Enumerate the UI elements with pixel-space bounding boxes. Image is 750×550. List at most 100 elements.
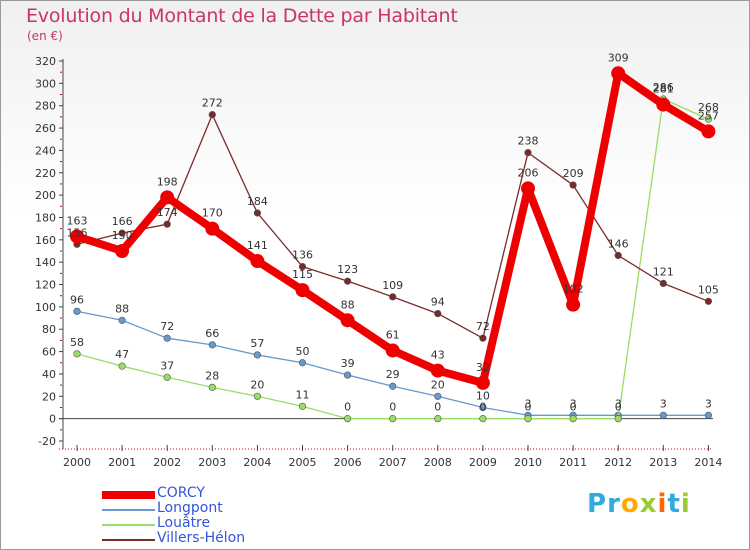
y-tick-label: 60: [42, 346, 56, 359]
data-label-corcy: 102: [563, 283, 584, 296]
data-point-villers-helon: [479, 334, 487, 342]
data-point-villers-helon: [614, 251, 622, 260]
data-point-corcy: [656, 97, 671, 112]
data-label-longpont: 3: [615, 397, 622, 410]
y-tick-label: -20: [38, 435, 56, 448]
x-tick-label: 2000: [63, 456, 91, 469]
data-point-corcy: [340, 313, 355, 328]
legend-swatch-villers-helon: [102, 539, 155, 541]
data-label-villers-helon: 146: [608, 237, 629, 250]
data-point-louatre: [569, 415, 577, 423]
data-point-corcy: [611, 66, 626, 81]
data-point-louatre: [163, 373, 171, 381]
y-tick-label: 40: [42, 368, 56, 381]
series-line-villers-helon: [76, 113, 710, 339]
data-point-longpont: [479, 403, 487, 412]
data-point-longpont: [298, 359, 307, 367]
data-label-villers-helon: 94: [431, 296, 445, 309]
data-point-louatre: [704, 115, 713, 123]
data-point-louatre: [298, 402, 307, 410]
data-point-longpont: [73, 307, 81, 315]
data-point-corcy: [475, 375, 490, 390]
y-tick-label: 320: [35, 55, 56, 68]
data-point-louatre: [253, 392, 261, 400]
data-point-corcy: [566, 297, 581, 312]
data-label-corcy: 141: [247, 239, 268, 252]
y-tick-label: 140: [35, 256, 56, 269]
data-point-corcy: [295, 283, 310, 298]
data-label-villers-helon: 72: [476, 320, 490, 333]
y-tick-label: 240: [35, 144, 56, 157]
data-point-villers-helon: [704, 297, 713, 305]
data-point-corcy: [701, 124, 716, 139]
proxiti-logo: Proxiti: [587, 489, 691, 519]
data-label-louatre: 0: [525, 401, 532, 414]
data-label-longpont: 72: [160, 320, 174, 333]
data-label-corcy: 61: [386, 328, 400, 341]
data-point-villers-helon: [524, 149, 532, 157]
data-label-corcy: 309: [608, 51, 629, 64]
data-point-corcy: [70, 229, 84, 244]
data-point-longpont: [163, 334, 171, 342]
data-label-corcy: 170: [202, 207, 223, 220]
x-tick-label: 2009: [469, 456, 497, 469]
data-label-longpont: 3: [705, 397, 712, 410]
data-label-louatre: 11: [296, 388, 310, 401]
data-label-longpont: 96: [70, 293, 84, 306]
data-label-longpont: 3: [660, 397, 667, 410]
data-label-longpont: 20: [431, 378, 445, 391]
y-tick-label: 80: [42, 323, 56, 336]
data-label-villers-helon: 184: [247, 195, 268, 208]
y-tick-label: 120: [35, 279, 56, 292]
data-label-louatre: 58: [70, 336, 84, 349]
x-tick-label: 2004: [243, 456, 271, 469]
data-label-louatre: 0: [344, 401, 351, 414]
data-label-corcy: 257: [698, 109, 719, 122]
data-point-villers-helon: [389, 293, 397, 301]
chart-title: Evolution du Montant de la Dette par Hab…: [26, 5, 458, 27]
x-tick-label: 2012: [604, 456, 632, 469]
logo-letter: i: [680, 489, 691, 519]
legend-label-villers-helon: Villers-Hélon: [157, 530, 246, 546]
data-point-corcy: [160, 190, 175, 205]
x-tick-label: 2003: [198, 456, 226, 469]
data-label-corcy: 43: [431, 349, 445, 362]
data-point-louatre: [389, 415, 397, 423]
data-point-villers-helon: [569, 181, 577, 189]
data-point-longpont: [389, 382, 397, 390]
data-point-villers-helon: [298, 263, 307, 271]
x-tick-label: 2002: [153, 456, 181, 469]
data-point-louatre: [208, 383, 216, 391]
data-point-corcy: [385, 343, 400, 358]
data-point-longpont: [434, 392, 442, 400]
data-label-corcy: 88: [341, 298, 355, 311]
data-point-louatre: [73, 350, 81, 358]
legend-swatch-corcy: [102, 491, 155, 499]
data-point-corcy: [430, 363, 445, 378]
data-label-longpont: 3: [570, 397, 577, 410]
data-label-louatre: 37: [160, 359, 174, 372]
x-tick-label: 2010: [514, 456, 542, 469]
data-label-villers-helon: 272: [202, 97, 223, 110]
y-tick-label: 300: [35, 77, 56, 90]
data-point-corcy: [250, 254, 265, 269]
chart-unit-label: (en €): [27, 29, 63, 43]
x-tick-label: 2001: [108, 456, 136, 469]
x-tick-label: 2007: [379, 456, 407, 469]
data-label-louatre: 0: [570, 401, 577, 414]
data-label-louatre: 47: [115, 348, 129, 361]
x-tick-label: 2006: [334, 456, 362, 469]
data-point-corcy: [115, 244, 130, 258]
data-point-villers-helon: [118, 229, 126, 237]
x-tick-label: 2013: [649, 456, 677, 469]
legend-swatch-longpont: [102, 509, 155, 511]
data-label-villers-helon: 209: [563, 167, 584, 180]
data-label-longpont: 50: [296, 345, 310, 358]
data-label-longpont: 88: [115, 302, 129, 315]
data-label-longpont: 66: [205, 327, 219, 340]
data-point-villers-helon: [208, 111, 216, 119]
y-tick-label: 260: [35, 122, 56, 135]
y-tick-label: 0: [49, 413, 56, 426]
data-point-longpont: [253, 351, 261, 359]
